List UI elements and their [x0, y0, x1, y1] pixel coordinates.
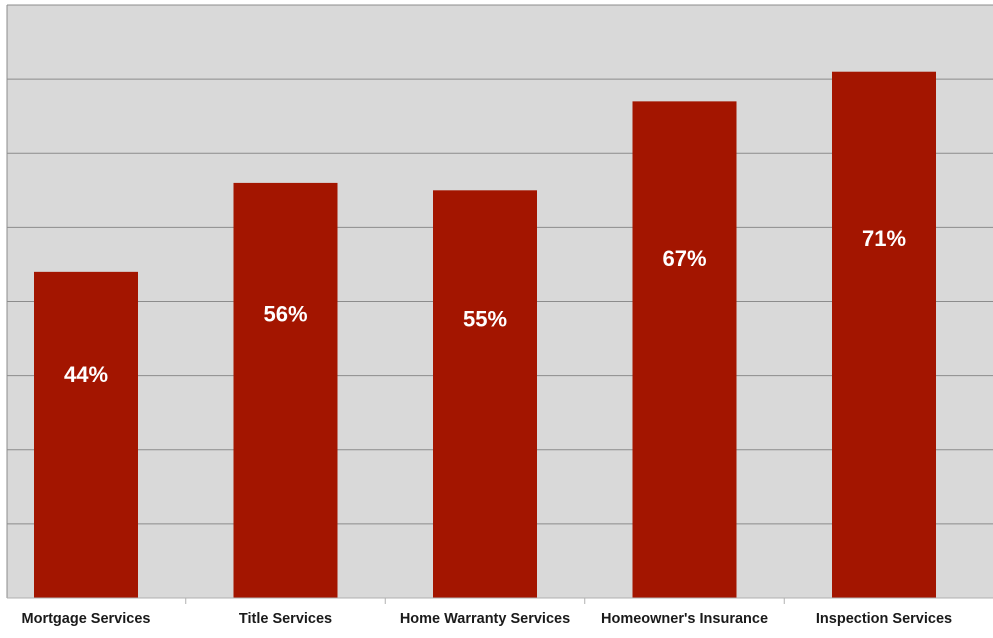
x-axis: Mortgage Services Title Services Home Warr… — [7, 597, 993, 627]
bars — [34, 71, 936, 599]
value-label: 55% — [463, 307, 507, 332]
bar-homeowner-s-insurance — [632, 101, 737, 599]
category-label: Homeowner's Insurance — [601, 611, 768, 627]
value-label: 44% — [64, 362, 108, 387]
value-label: 56% — [263, 302, 307, 327]
value-label: 67% — [662, 246, 706, 271]
bar-home-warranty-services — [433, 190, 537, 598]
category-label: Home Warranty Services — [400, 611, 570, 627]
category-label: Title Services — [239, 611, 332, 627]
value-label: 71% — [862, 226, 906, 251]
bar-mortgage-services — [34, 271, 138, 598]
category-label: Inspection Services — [816, 611, 952, 627]
bar-title-services — [233, 182, 338, 598]
bar-inspection-services — [832, 71, 936, 598]
value-labels: 44% 56% 55% 67% 71% — [64, 226, 906, 387]
category-label: Mortgage Services — [22, 611, 151, 627]
